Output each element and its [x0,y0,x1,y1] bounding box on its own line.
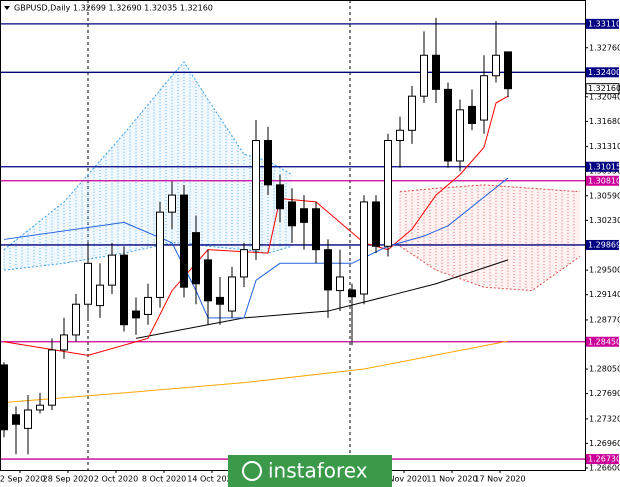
level-label: 1.32400 [588,68,620,77]
level-label-box [586,175,619,186]
y-tick-label: 1.32040 [589,92,620,101]
candle-body [228,276,236,312]
level-label: 1.30810 [588,176,620,185]
level-label: 1.26730 [588,455,620,464]
candle-body [468,105,476,124]
candle-body [372,201,380,247]
candle-body [240,249,248,278]
candle-body [72,303,80,336]
x-tick-label: 28 Sep 2020 [43,475,94,484]
candle-body [264,140,272,186]
candle-body [324,249,332,291]
x-tick-label: 8 Oct 2020 [142,475,186,484]
x-tick-label: 2 Oct 2020 [94,475,138,484]
candle-body [456,109,464,162]
candle-body [156,211,164,298]
y-tick-label: 1.28050 [589,365,620,374]
candle-body [504,51,512,90]
indicator-line [3,95,509,356]
candle-body [276,184,284,210]
candle-body [48,349,56,406]
y-tick-label: 1.31310 [589,142,620,151]
x-tick-label: 22 Sep 2020 [0,475,45,484]
candle-body [396,129,404,142]
level-label: 1.33110 [588,19,620,28]
level-label: 1.29869 [588,240,620,249]
candle-body [336,276,344,292]
candle-body [12,414,20,425]
y-tick-label: 1.27320 [589,414,620,423]
level-label-box [586,454,619,465]
candle-body [144,296,152,315]
candle-body [168,194,176,213]
level-label-box [586,161,619,172]
chart-title: GBPUSD,Daily 1.32699 1.32690 1.32035 1.3… [14,4,213,13]
y-tick-label: 1.29500 [589,266,620,275]
candle-body [96,284,104,307]
candle-body [492,54,500,77]
x-tick-label: 11 Nov 2020 [426,475,477,484]
indicator-line [135,259,509,339]
candle-body [60,334,68,351]
candle-body [360,201,368,295]
candle-body [252,140,260,251]
candle-body [384,140,392,247]
y-tick-label: 1.27690 [589,389,620,398]
candle-body [444,88,452,162]
candle-body [192,232,200,285]
x-tick-label: 5 Nov 2020 [381,475,427,484]
watermark-icon [242,461,262,481]
indicator-line [3,177,509,319]
cloud-lower [3,242,293,271]
watermark-box [228,455,392,487]
candle-body [204,259,212,302]
indicator-line [3,340,509,403]
candle-body [216,296,224,305]
watermark: instaforex [228,455,392,487]
y-tick-label: 1.30230 [589,216,620,225]
candle-body [24,409,32,429]
y-tick-label: 1.30590 [589,191,620,200]
candle-body [300,208,308,223]
level-label: 1.31015 [588,162,620,171]
level-label: 1.28450 [588,337,620,346]
candle-body [0,364,8,431]
candle-body [312,208,320,251]
last-price-label: 1.32160 [588,84,620,93]
candle-body [180,194,188,288]
candle-body [348,289,356,298]
candle-body [480,75,488,121]
x-tick-label: 17 Nov 2020 [474,475,525,484]
y-tick-label: 1.26960 [589,439,620,448]
candle-body [84,262,92,305]
last-price-box [585,83,620,95]
candle-body [120,254,128,326]
y-tick-label: 1.26600 [589,463,620,472]
candle-body [288,201,296,227]
cloud-area [4,62,292,271]
level-label-box [586,336,619,347]
level-label-box [586,18,619,29]
candle-body [408,95,416,131]
level-label-box [586,239,619,250]
candle-body [36,404,44,411]
candle-body [108,254,116,286]
candle-body [132,310,140,319]
y-tick-label: 1.29140 [589,290,620,299]
y-tick-label: 1.28770 [589,315,620,324]
candle-body [420,54,428,97]
y-tick-label: 1.31680 [589,117,620,126]
title-icon [4,6,10,10]
x-tick-label: 14 Oct 2020 [187,475,236,484]
cloud-area [400,184,580,291]
watermark-text: instaforex [268,459,368,483]
level-label-box [586,67,619,78]
candle-body [432,54,440,90]
y-tick-label: 1.32760 [589,43,620,52]
